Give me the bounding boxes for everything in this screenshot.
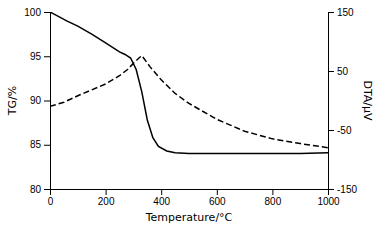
y2-axis: -150 -50 50 150	[328, 7, 357, 195]
tick: 150	[328, 7, 354, 18]
tick-label: 400	[153, 196, 170, 207]
tick-mark	[44, 189, 50, 190]
tick-label: 1000	[317, 196, 340, 207]
tick-label: 600	[209, 196, 226, 207]
tick-mark	[217, 189, 218, 195]
x-axis-title: Temperature/°C	[145, 211, 233, 224]
tick-mark	[328, 189, 334, 190]
tick-label: -150	[337, 184, 357, 195]
tick: 600	[209, 189, 226, 207]
tick-label: 90	[30, 95, 42, 106]
tick-mark	[272, 189, 273, 195]
tick-mark	[44, 12, 50, 13]
x-axis: 0 200 400 600 800 1000	[48, 189, 340, 207]
tick-mark	[328, 130, 334, 131]
tick: 90	[30, 95, 50, 106]
tick-label: 200	[98, 196, 115, 207]
tick-label: 100	[24, 7, 41, 18]
tick-label: 150	[337, 7, 354, 18]
tick: 400	[153, 189, 170, 207]
y-axis-title: TG/%	[6, 86, 19, 116]
tick-label: 80	[30, 184, 42, 195]
tick-mark	[161, 189, 162, 195]
tick: 800	[265, 189, 282, 207]
tick: 95	[30, 51, 50, 62]
lines	[50, 12, 328, 154]
tick-label: 95	[30, 51, 42, 62]
tick-label: 800	[265, 196, 282, 207]
tick: 50	[328, 66, 349, 77]
tick-mark	[328, 71, 334, 72]
tick: 80	[30, 184, 50, 195]
dta-line	[50, 56, 328, 148]
tick-label: 50	[337, 66, 349, 77]
tick-mark	[44, 145, 50, 146]
axis-line	[329, 13, 335, 190]
tick: 85	[30, 139, 50, 150]
tick: -50	[328, 125, 352, 136]
plot: 0 200 400 600 800 1000 80 85 90 95 100 -150 -50 50 150	[24, 7, 357, 207]
tg-line	[50, 12, 328, 154]
tick-mark	[44, 101, 50, 102]
tick: 0	[48, 189, 54, 207]
axis-line	[51, 190, 329, 196]
tick-label: 85	[30, 139, 42, 150]
tick: -150	[328, 184, 357, 195]
tick: 100	[24, 7, 50, 18]
chart: 0 200 400 600 800 1000 80 85 90 95 100 -150 -50 50 150…	[0, 0, 380, 225]
y2-axis-title: DTA/μV	[361, 80, 374, 121]
tick-mark	[44, 56, 50, 57]
y-axis: 80 85 90 95 100	[24, 7, 50, 195]
tick-label: -50	[337, 125, 352, 136]
tick-mark	[328, 12, 334, 13]
tick-mark	[106, 189, 107, 195]
tick-label: 0	[48, 196, 54, 207]
tick: 200	[98, 189, 115, 207]
axis-line	[44, 13, 51, 190]
